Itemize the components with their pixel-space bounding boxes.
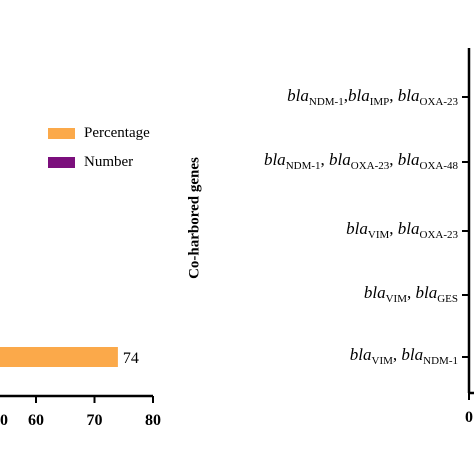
- legend-swatch-number: [48, 157, 75, 168]
- bar-value-label-0: 74: [123, 350, 139, 367]
- category-label-1: blaNDM-1, blaOXA-23, blaOXA-48: [263, 150, 458, 172]
- right-chart-panel: 0: [462, 48, 474, 426]
- category-label-3: blaVIM, blaGES: [363, 283, 458, 305]
- legend-percentage: Percentage: [48, 125, 150, 142]
- y-axis-title: Co-harbored genes: [186, 157, 203, 279]
- left-x-tick-label-0: 60: [28, 412, 44, 429]
- category-label-4: blaVIM, blaNDM-1: [349, 345, 458, 367]
- legend-number: Number: [48, 154, 133, 171]
- legend-label-percentage: Percentage: [84, 125, 150, 141]
- bar-percentage-0: [0, 347, 118, 367]
- category-label-2: blaVIM, blaOXA-23: [346, 219, 458, 241]
- legend-label-number: Number: [84, 154, 134, 170]
- category-label-0: blaNDM-1,blaIMP, blaOXA-23: [287, 86, 458, 108]
- left-chart-panel: 60 70 80 0 74: [0, 347, 161, 429]
- right-x-tick-label-0: 0: [465, 409, 473, 426]
- left-x-tick-label-1: 70: [87, 412, 103, 429]
- legend-swatch-percentage: [48, 128, 75, 139]
- left-x-tick-label-partial: 0: [0, 412, 8, 429]
- left-x-tick-label-2: 80: [145, 412, 161, 429]
